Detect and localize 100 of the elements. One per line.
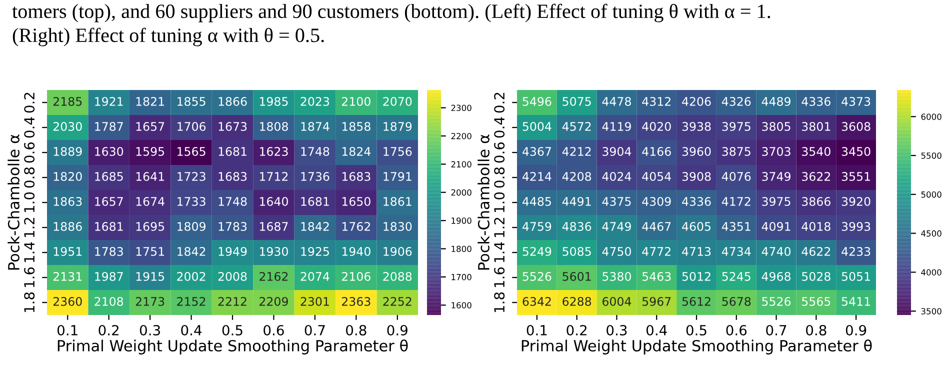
color-bar-label: 5500 bbox=[921, 152, 942, 159]
data-label: 2152 bbox=[177, 296, 206, 306]
data-label: 2212 bbox=[218, 296, 246, 306]
data-label: 4172 bbox=[722, 196, 750, 206]
data-label: 1683 bbox=[342, 172, 370, 181]
x-tick-label: 0.6 bbox=[726, 324, 747, 336]
data-label: 5463 bbox=[642, 272, 671, 281]
data-label: 5612 bbox=[682, 296, 710, 306]
data-label: 3703 bbox=[762, 146, 790, 156]
data-label: 1706 bbox=[178, 122, 206, 131]
text: (Right) Effect of tuning α with θ = 0.5. bbox=[12, 28, 324, 46]
x-tick-label: 0.1 bbox=[57, 324, 78, 336]
y-tick-label: 0.8 bbox=[24, 167, 35, 188]
data-label: 1861 bbox=[384, 196, 412, 206]
data-label: 4018 bbox=[802, 222, 830, 231]
data-label: 1681 bbox=[301, 196, 329, 206]
data-label: 5245 bbox=[722, 272, 750, 281]
x-tick-label: 0.9 bbox=[387, 324, 408, 336]
data-label: 4622 bbox=[802, 246, 830, 256]
data-label: 1762 bbox=[342, 222, 370, 231]
data-label: 3938 bbox=[682, 122, 711, 131]
data-label: 4734 bbox=[722, 246, 751, 256]
data-label: 1683 bbox=[218, 172, 247, 181]
data-label: 4351 bbox=[722, 222, 750, 231]
data-label: 5678 bbox=[722, 296, 751, 306]
data-label: 1723 bbox=[178, 172, 206, 181]
color-bar-label: 6000 bbox=[921, 114, 942, 120]
data-label: 4336 bbox=[802, 96, 830, 106]
data-label: 4312 bbox=[642, 96, 670, 106]
data-label: 1748 bbox=[218, 196, 247, 206]
data-label: 1879 bbox=[384, 122, 412, 131]
data-label: 2209 bbox=[260, 296, 288, 306]
data-label: 1623 bbox=[260, 146, 288, 156]
data-label: 4367 bbox=[522, 146, 551, 156]
data-label: 5526 bbox=[522, 272, 552, 281]
data-label: 1657 bbox=[95, 196, 123, 206]
data-label: 1821 bbox=[136, 96, 164, 106]
data-label: 1985 bbox=[260, 96, 288, 106]
data-label: 1657 bbox=[136, 122, 164, 131]
data-label: 4166 bbox=[642, 146, 671, 156]
data-label: 1925 bbox=[301, 246, 329, 256]
data-label: 4233 bbox=[842, 246, 870, 256]
data-label: 1855 bbox=[178, 96, 206, 106]
data-label: 5028 bbox=[802, 272, 830, 281]
y-tick-label: 1.4 bbox=[494, 242, 504, 262]
color-bar-label: 3500 bbox=[921, 308, 942, 314]
data-label: 1695 bbox=[136, 222, 164, 231]
data-label: 4336 bbox=[682, 196, 711, 206]
data-label: 1673 bbox=[218, 122, 247, 131]
data-label: 1565 bbox=[178, 146, 206, 156]
data-label: 4119 bbox=[602, 122, 631, 131]
data-label: 2173 bbox=[136, 296, 164, 306]
x-tick-label: 0.8 bbox=[346, 324, 366, 336]
data-label: 5012 bbox=[682, 272, 710, 281]
x-axis-title: Primal Weight Update Smoothing Parameter θ bbox=[522, 340, 872, 354]
data-label: 2088 bbox=[383, 272, 412, 281]
y-tick-label: 0.2 bbox=[24, 92, 35, 113]
y-axis-title: Pock-Chambolle α bbox=[478, 134, 490, 270]
data-label: 1863 bbox=[54, 196, 82, 206]
data-label: 3805 bbox=[762, 122, 790, 131]
data-label: 1756 bbox=[384, 146, 412, 156]
data-label: 4214 bbox=[522, 172, 552, 181]
x-tick-label: 0.1 bbox=[526, 324, 547, 336]
y-tick-label: 1.6 bbox=[494, 267, 505, 288]
data-label: 3920 bbox=[842, 196, 870, 206]
data-label: 4212 bbox=[562, 146, 591, 156]
data-label: 1751 bbox=[136, 247, 164, 256]
data-label: 1858 bbox=[342, 122, 370, 131]
data-label: 3608 bbox=[842, 122, 870, 131]
data-label: 1906 bbox=[384, 246, 412, 256]
color-bar-label: 5000 bbox=[921, 191, 942, 198]
data-label: 5249 bbox=[522, 246, 552, 256]
y-tick-label: 0.6 bbox=[24, 142, 35, 163]
data-label: 4740 bbox=[762, 246, 791, 256]
data-label: 4091 bbox=[762, 222, 790, 231]
data-label: 3866 bbox=[802, 196, 830, 206]
data-label: 1808 bbox=[260, 122, 288, 131]
data-label: 3551 bbox=[842, 172, 870, 181]
y-tick-label: 1.6 bbox=[24, 267, 35, 288]
y-axis-title: Pock-Chambolle α bbox=[8, 134, 20, 270]
data-label: 2162 bbox=[260, 272, 288, 281]
data-label: 4572 bbox=[562, 122, 591, 131]
x-tick-label: 0.8 bbox=[806, 324, 826, 336]
data-label: 1650 bbox=[342, 196, 370, 206]
x-tick-label: 0.2 bbox=[566, 324, 586, 336]
data-label: 3960 bbox=[682, 146, 711, 156]
data-label: 5380 bbox=[602, 272, 631, 281]
y-tick-label: 1.8 bbox=[24, 292, 35, 312]
color-bar-label: 4500 bbox=[921, 230, 942, 237]
x-tick-label: 0.5 bbox=[222, 324, 242, 336]
data-label: 2070 bbox=[383, 96, 412, 106]
data-label: 5051 bbox=[842, 272, 870, 281]
data-label: 4489 bbox=[762, 96, 790, 106]
data-label: 3875 bbox=[722, 146, 750, 156]
color-bar-label: 1900 bbox=[452, 218, 472, 224]
data-label: 4024 bbox=[602, 172, 632, 181]
data-label: 2030 bbox=[53, 122, 82, 131]
data-label: 5601 bbox=[562, 272, 591, 281]
y-tick-label: 1.0 bbox=[494, 192, 505, 212]
data-label: 4491 bbox=[562, 196, 591, 206]
